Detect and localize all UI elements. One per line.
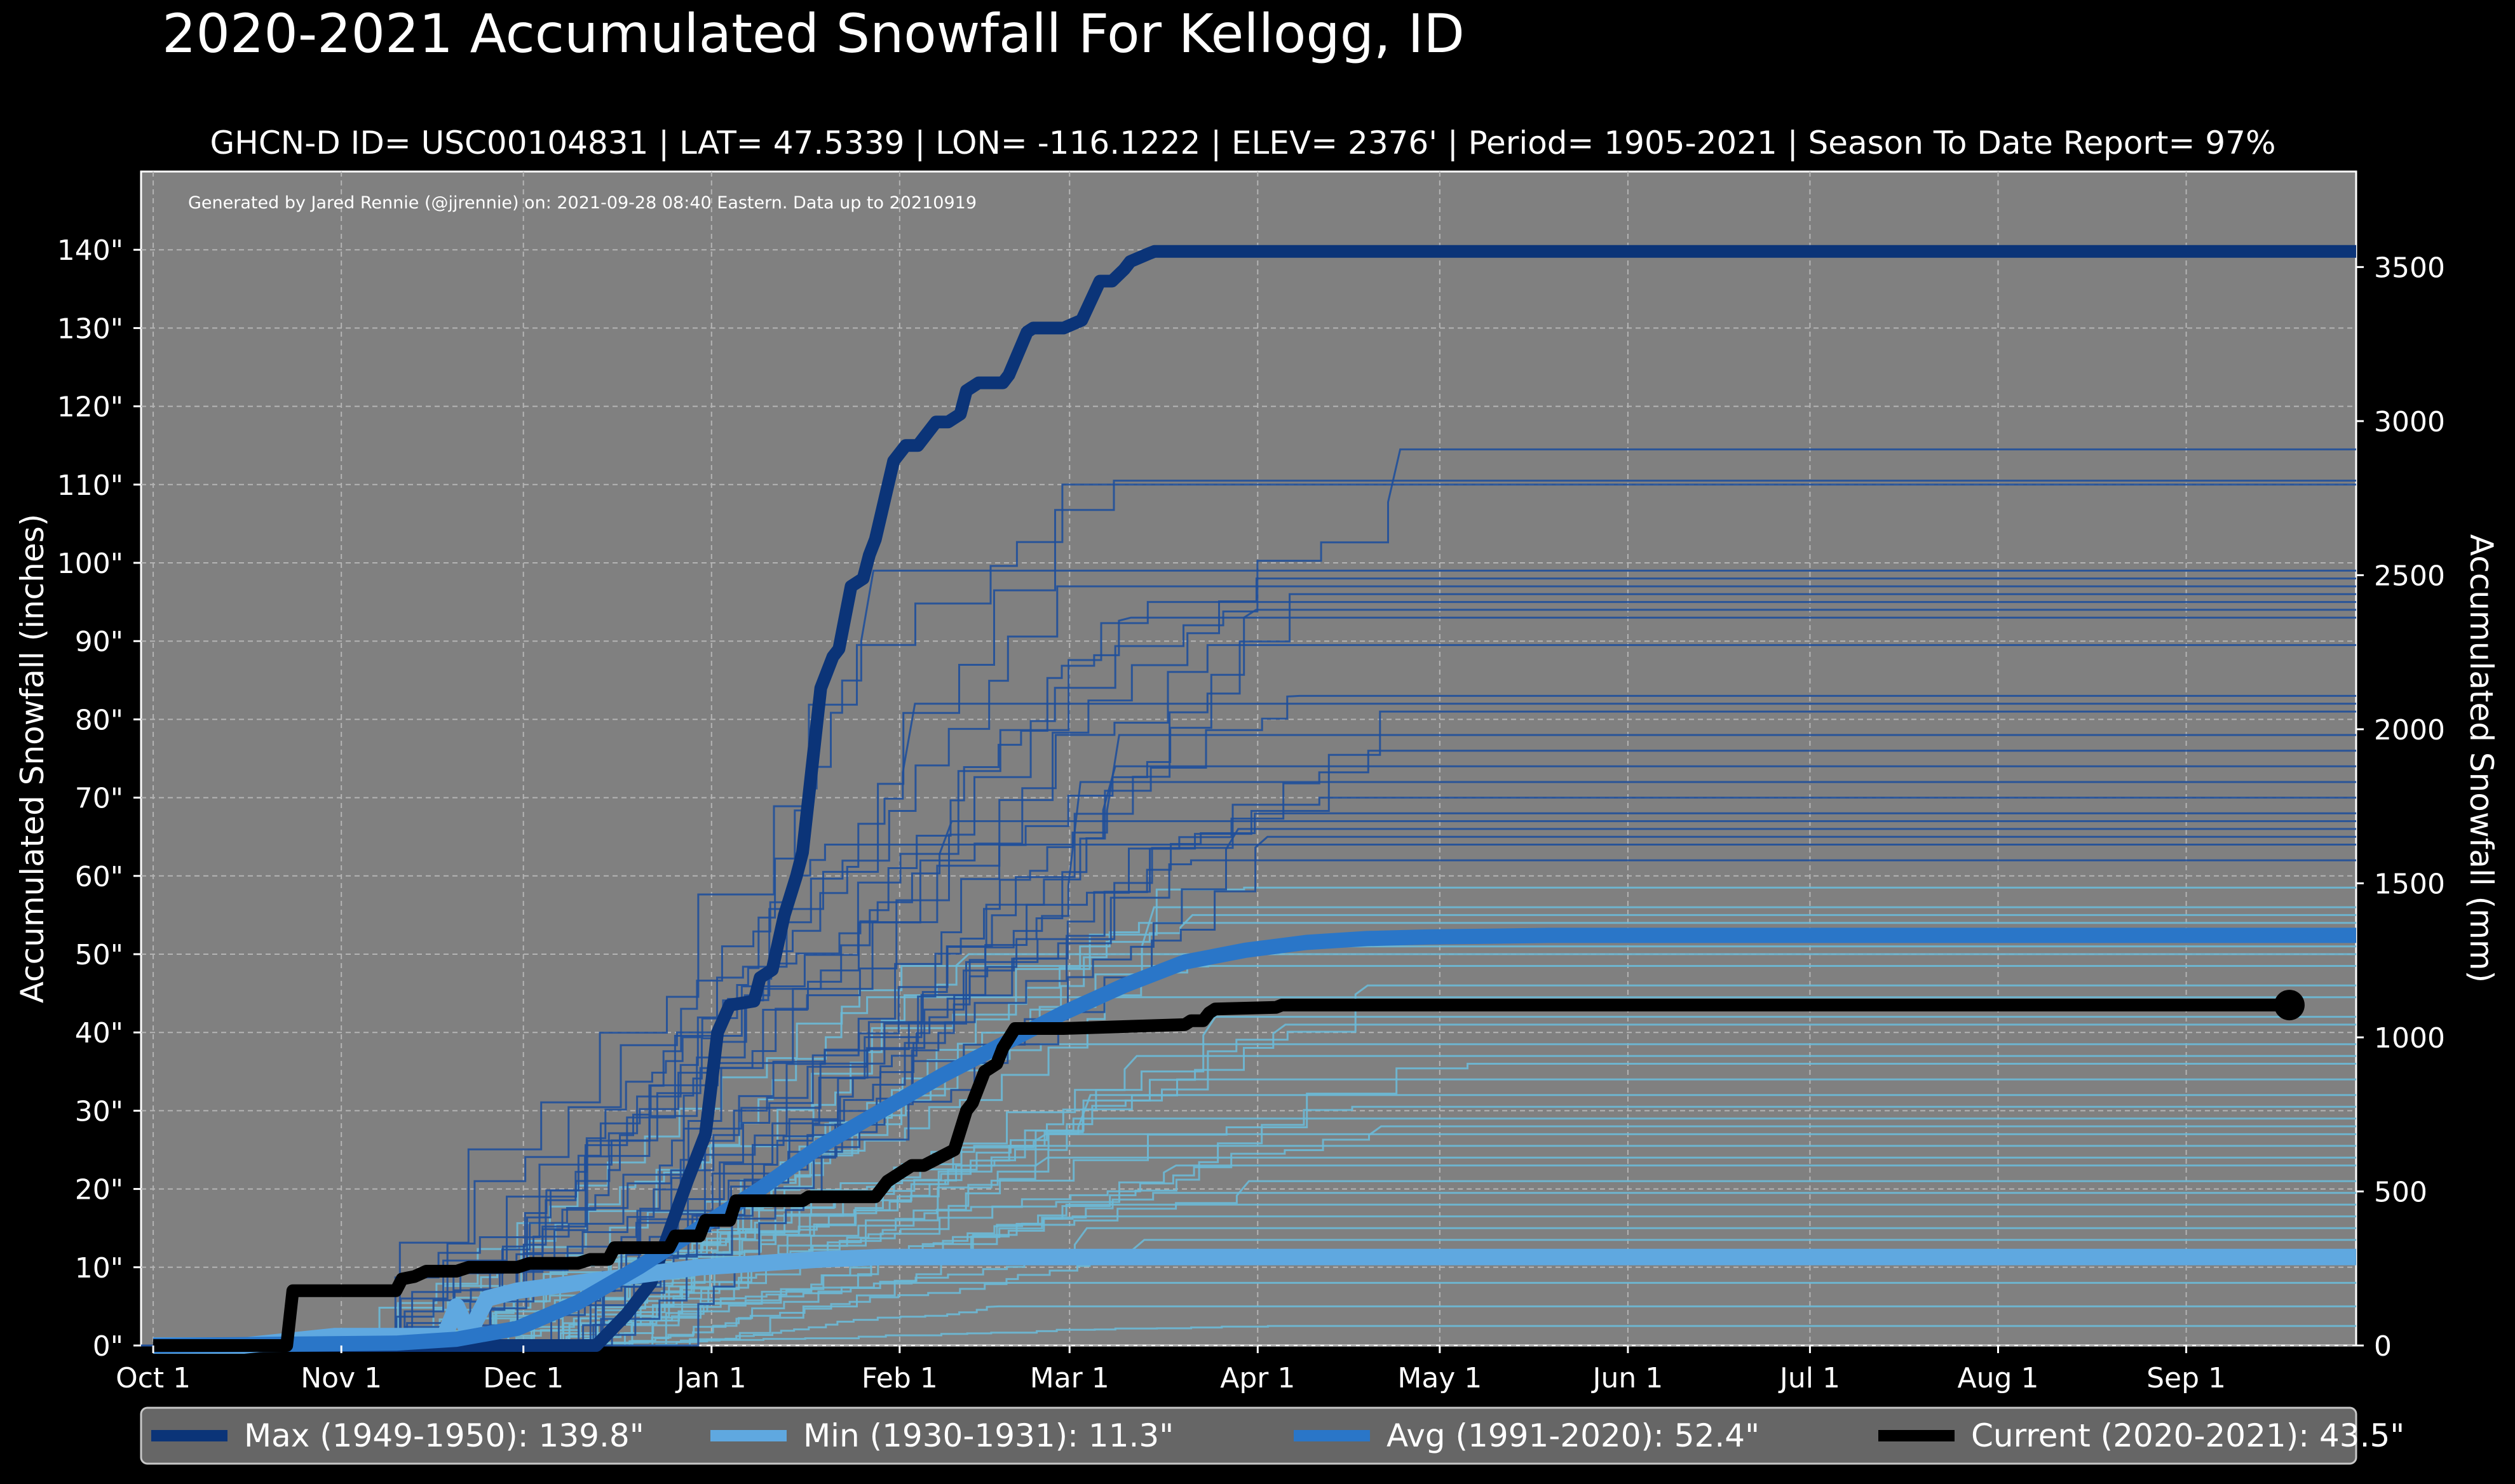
current-endpoint-marker xyxy=(2274,990,2305,1021)
x-tick-label: Feb 1 xyxy=(862,1362,938,1394)
y2-tick-label: 500 xyxy=(2374,1176,2427,1208)
history-line xyxy=(141,828,2356,1347)
x-tick-label: Apr 1 xyxy=(1220,1362,1295,1394)
chart-subtitle: GHCN-D ID= USC00104831 | LAT= 47.5339 | … xyxy=(210,125,2276,161)
plot-area xyxy=(140,170,2357,1347)
history-line xyxy=(141,1227,2356,1347)
y-tick-label: 0" xyxy=(93,1330,123,1363)
y-tick-label: 110" xyxy=(57,469,123,502)
legend-label: Current (2020-2021): 43.5" xyxy=(1971,1417,2404,1454)
history-line xyxy=(141,585,2356,1347)
y-axis-right: 0 500 1000 1500 2000 2500 3000 3500 xyxy=(2356,252,2445,1363)
chart-title: 2020-2021 Accumulated Snowfall For Kello… xyxy=(162,3,1465,65)
y-axis-left: 0" 10" 20" 30" 40" 50" 60" 70" 80" 90" 100" 110" 120… xyxy=(57,234,141,1363)
y2-tick-label: 3000 xyxy=(2374,406,2445,438)
current-series-line xyxy=(153,999,2289,1352)
y-tick-label: 50" xyxy=(75,939,123,971)
y-tick-label: 20" xyxy=(75,1174,123,1206)
history-line xyxy=(141,483,2356,1347)
x-tick-label: Jun 1 xyxy=(1591,1362,1664,1394)
y-tick-label: 80" xyxy=(75,704,123,736)
y2-tick-label: 2000 xyxy=(2374,714,2445,746)
y2-tick-label: 2500 xyxy=(2374,560,2445,592)
x-tick-label: Nov 1 xyxy=(301,1362,382,1394)
history-line xyxy=(141,781,2356,1347)
legend: Max (1949-1950): 139.8" Min (1930-1931): … xyxy=(140,1406,2404,1465)
y-tick-label: 40" xyxy=(75,1017,123,1049)
x-tick-label: Sep 1 xyxy=(2146,1362,2226,1394)
max-series-line xyxy=(153,245,2356,1352)
history-line xyxy=(141,644,2356,1347)
x-tick-label: Jan 1 xyxy=(675,1362,747,1394)
x-tick-label: Dec 1 xyxy=(483,1362,564,1394)
x-tick-label: Jul 1 xyxy=(1778,1362,1840,1394)
y-tick-label: 90" xyxy=(75,626,123,658)
y-tick-label: 140" xyxy=(57,234,123,267)
y-tick-label: 30" xyxy=(75,1095,123,1128)
y-tick-label: 70" xyxy=(75,783,123,815)
x-axis: Oct 1 Nov 1 Dec 1 Jan 1 Feb 1 Mar 1 Apr 1 May 1… xyxy=(116,1346,2226,1394)
y-tick-label: 60" xyxy=(75,861,123,893)
y-tick-label: 120" xyxy=(57,391,123,424)
y2-tick-label: 0 xyxy=(2374,1330,2392,1363)
legend-label: Max (1949-1950): 139.8" xyxy=(244,1417,644,1454)
x-tick-label: Aug 1 xyxy=(1958,1362,2039,1394)
history-line xyxy=(141,1105,2356,1347)
history-line xyxy=(141,1156,2356,1347)
history-line xyxy=(141,694,2356,1347)
history-line xyxy=(141,616,2356,1347)
chart-credit: Generated by Jared Rennie (@jjrennie) on… xyxy=(188,193,977,213)
history-line xyxy=(141,1094,2356,1347)
y2-tick-label: 1000 xyxy=(2374,1022,2445,1055)
legend-label: Avg (1991-2020): 52.4" xyxy=(1386,1417,1759,1454)
x-tick-label: Mar 1 xyxy=(1030,1362,1109,1394)
y-tick-label: 10" xyxy=(75,1252,123,1285)
history-line xyxy=(141,1203,2356,1347)
avg-series-line xyxy=(153,928,2356,1353)
history-line xyxy=(141,1325,2356,1347)
history-line xyxy=(141,1215,2356,1347)
y2-tick-label: 3500 xyxy=(2374,252,2445,284)
y-tick-label: 130" xyxy=(57,313,123,345)
x-tick-label: Oct 1 xyxy=(116,1362,191,1394)
history-line xyxy=(141,448,2356,1347)
x-tick-label: May 1 xyxy=(1397,1362,1482,1394)
series-lines xyxy=(153,245,2356,1354)
legend-label: Min (1930-1931): 11.3" xyxy=(803,1417,1174,1454)
y-axis-label: Accumulated Snowfall (inches) xyxy=(14,514,51,1003)
y-tick-label: 100" xyxy=(57,548,123,580)
history-line xyxy=(141,1239,2356,1347)
y2-axis-label: Accumulated Snowfall (mm) xyxy=(2463,534,2500,983)
legend-box xyxy=(140,1406,2357,1465)
y2-tick-label: 1500 xyxy=(2374,868,2445,900)
history-line xyxy=(141,797,2356,1347)
history-line xyxy=(141,1078,2356,1347)
